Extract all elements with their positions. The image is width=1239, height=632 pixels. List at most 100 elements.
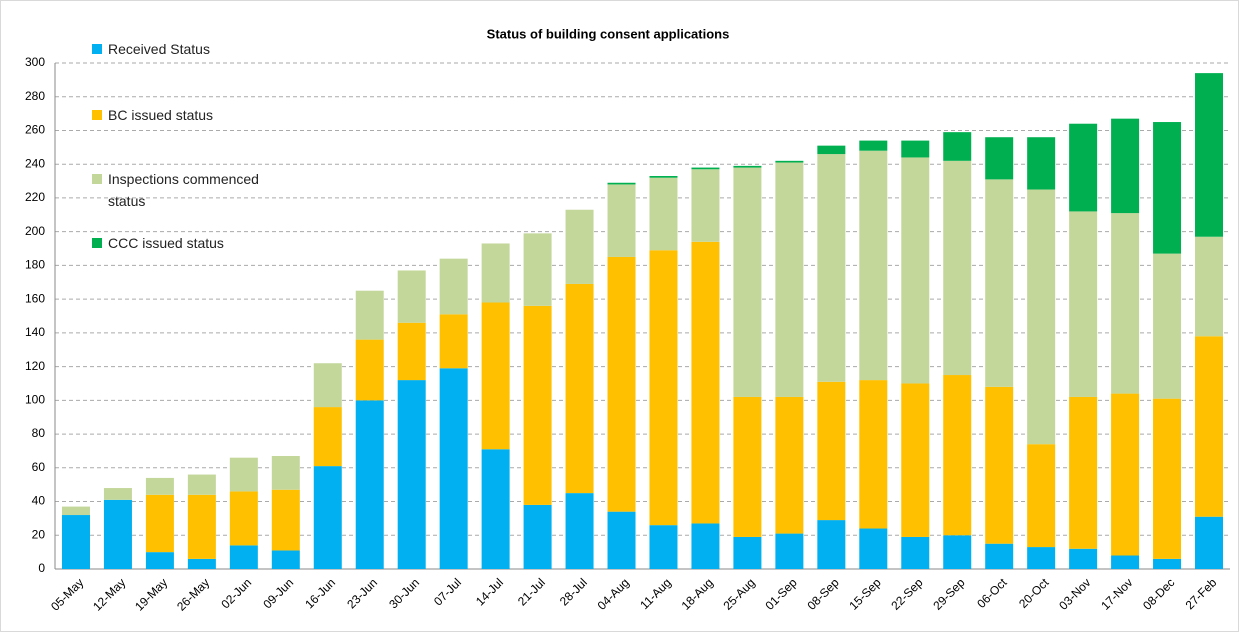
bar-segment: [439, 368, 468, 569]
bar-segment: [817, 145, 846, 155]
y-tick-label: 200: [25, 224, 45, 238]
bar-segment: [817, 520, 846, 569]
y-tick-label: 20: [32, 527, 46, 541]
bar-segment: [271, 550, 300, 569]
bar-segment: [775, 396, 804, 534]
bar-segment: [187, 474, 216, 495]
y-tick-label: 100: [25, 393, 45, 407]
bar-segment: [355, 339, 384, 401]
bar-segment: [649, 250, 678, 526]
bar-segment: [607, 256, 636, 512]
bar-segment: [313, 466, 342, 569]
bar-segment: [775, 162, 804, 397]
y-tick-label: 80: [32, 426, 46, 440]
bar-segment: [817, 381, 846, 521]
legend-swatch: [92, 44, 102, 54]
legend-swatch: [92, 110, 102, 120]
bar-segment: [1153, 398, 1182, 559]
legend-label: BC issued status: [108, 107, 214, 123]
bar-segment: [1069, 211, 1098, 397]
bar-segment: [439, 314, 468, 369]
bar-segment: [229, 491, 258, 546]
y-tick-label: 300: [25, 55, 45, 69]
bar-segment: [1195, 336, 1224, 517]
bar-segment: [859, 528, 888, 569]
bar-segment: [397, 380, 426, 569]
bar-segment: [859, 140, 888, 151]
bar-segment: [481, 243, 510, 303]
bar-segment: [901, 140, 930, 158]
legend-label: Inspections commenced status: [108, 171, 259, 209]
bar-segment: [901, 536, 930, 569]
bar-segment: [355, 400, 384, 569]
bar-segment: [607, 511, 636, 569]
legend-item: Inspections commenced status: [92, 168, 268, 212]
bar-segment: [607, 184, 636, 257]
bar-segment: [61, 506, 90, 516]
bar-segment: [523, 504, 552, 569]
bar-segment: [145, 477, 174, 495]
legend-item: Received Status: [92, 38, 268, 60]
bar-segment: [565, 209, 594, 284]
bar-segment: [565, 283, 594, 494]
bar-segment: [817, 154, 846, 382]
bar-segment: [103, 488, 132, 500]
y-tick-label: 40: [32, 494, 46, 508]
bar-segment: [271, 455, 300, 490]
bar-segment: [397, 270, 426, 323]
bar-segment: [313, 407, 342, 467]
bar-segment: [1153, 253, 1182, 399]
bar-segment: [943, 132, 972, 161]
bar-segment: [1195, 516, 1224, 569]
bar-segment: [229, 545, 258, 569]
bar-segment: [1027, 444, 1056, 548]
bar-segment: [691, 523, 720, 569]
y-tick-label: 280: [25, 89, 45, 103]
bar-segment: [733, 396, 762, 537]
bar-segment: [61, 515, 90, 569]
bar-segment: [691, 167, 720, 170]
y-tick-label: 60: [32, 460, 46, 474]
bar-segment: [943, 535, 972, 569]
bar-segment: [145, 552, 174, 569]
y-tick-label: 140: [25, 325, 45, 339]
bar-segment: [901, 157, 930, 384]
bar-segment: [1111, 393, 1140, 556]
y-tick-label: 120: [25, 359, 45, 373]
y-tick-label: 260: [25, 123, 45, 137]
bar-segment: [943, 375, 972, 536]
bar-segment: [775, 533, 804, 569]
bar-segment: [649, 525, 678, 569]
y-tick-label: 220: [25, 190, 45, 204]
legend-label: Received Status: [108, 41, 210, 57]
bar-segment: [355, 290, 384, 340]
bar-segment: [271, 489, 300, 551]
bar-segment: [607, 182, 636, 185]
legend-swatch: [92, 238, 102, 248]
bar-segment: [187, 558, 216, 569]
bar-segment: [649, 177, 678, 251]
bar-segment: [229, 457, 258, 492]
bar-segment: [1153, 558, 1182, 569]
bar-segment: [1111, 213, 1140, 394]
bar-segment: [481, 449, 510, 569]
legend-item: CCC issued status: [92, 232, 268, 254]
bar-segment: [985, 179, 1014, 387]
bar-segment: [733, 165, 762, 168]
bar-segment: [565, 493, 594, 569]
bar-segment: [523, 233, 552, 306]
bar-segment: [1195, 73, 1224, 237]
bar-segment: [187, 494, 216, 559]
bar-segment: [985, 543, 1014, 569]
bar-segment: [775, 160, 804, 163]
bar-segment: [397, 322, 426, 381]
y-tick-label: 0: [38, 561, 45, 575]
bar-segment: [691, 241, 720, 524]
bar-segment: [1111, 118, 1140, 214]
y-tick-label: 240: [25, 156, 45, 170]
bar-segment: [901, 383, 930, 537]
y-tick-label: 160: [25, 291, 45, 305]
bar-segment: [481, 302, 510, 450]
chart-title: Status of building consent applications: [487, 26, 730, 41]
